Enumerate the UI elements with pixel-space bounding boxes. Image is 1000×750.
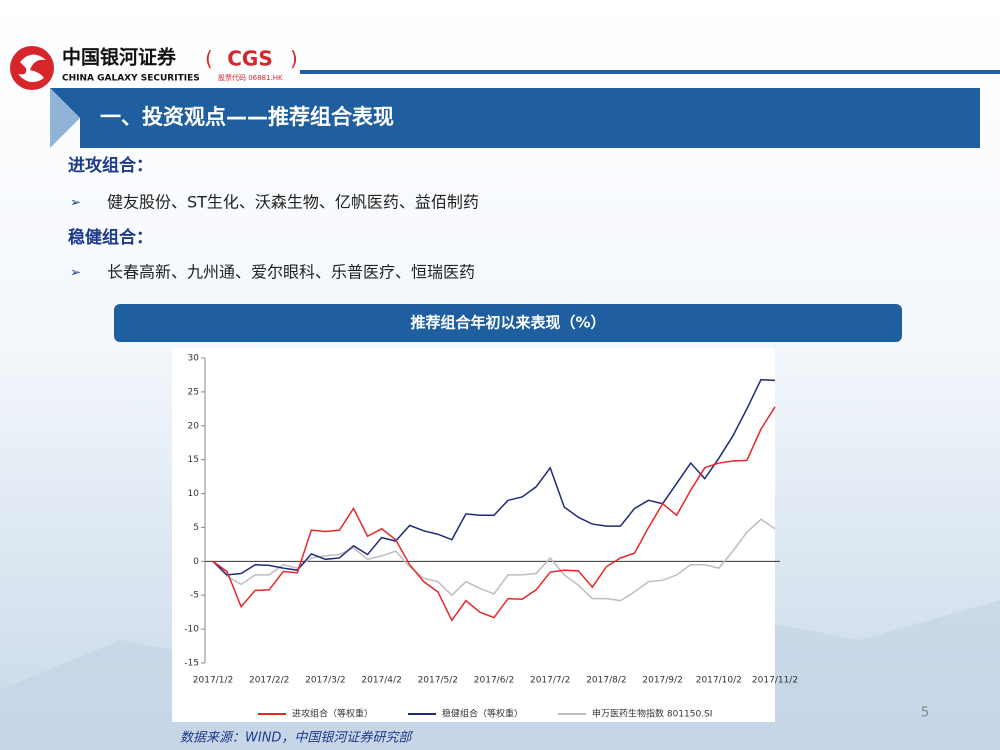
logo-name: 中国银河证券 [62, 46, 177, 69]
y-tick-label: 10 [188, 489, 200, 499]
y-tick-label: -10 [184, 625, 199, 635]
logo-stock: 股票代码 06881.HK [218, 73, 283, 82]
x-tick-label: 2017/4/2 [361, 676, 401, 686]
legend-label: 稳健组合（等权重） [442, 708, 523, 720]
logo-swoosh [18, 54, 46, 83]
source: 数据来源：WIND，中国银河证券研究部 [180, 730, 413, 746]
chart-title: 推荐组合年初以来表现（%） [410, 314, 605, 332]
logo-paren: ) [290, 47, 298, 71]
legend-label: 申万医药生物指数 801150.SI [592, 708, 712, 720]
x-tick-label: 2017/2/2 [249, 676, 289, 686]
x-tick-label: 2017/5/2 [418, 676, 458, 686]
y-tick-label: 0 [193, 557, 199, 567]
chart-area [172, 348, 775, 722]
section-heading: 进攻组合： [68, 155, 153, 176]
y-tick-label: 15 [188, 455, 199, 465]
logo-code: CGS [227, 47, 273, 71]
x-tick-label: 2017/7/2 [530, 676, 570, 686]
logo-mark [10, 46, 54, 90]
y-tick-label: 5 [193, 523, 199, 533]
x-tick-label: 2017/9/2 [642, 676, 682, 686]
y-tick-label: -15 [184, 659, 199, 669]
x-tick-label: 2017/6/2 [474, 676, 514, 686]
page-number: 5 [921, 706, 929, 721]
y-tick-label: -5 [190, 591, 199, 601]
x-tick-label: 2017/8/2 [586, 676, 626, 686]
top-rule [300, 70, 1000, 74]
legend-label: 进攻组合（等权重） [292, 708, 373, 720]
y-tick-label: 20 [188, 421, 200, 431]
chart-title-band [114, 304, 902, 342]
x-tick-label: 2017/10/2 [696, 676, 742, 686]
header-title: 一、投资观点——推荐组合表现 [100, 105, 394, 129]
header-band [50, 88, 980, 148]
bullet-text: 长春高新、九州通、爱尔眼科、乐普医疗、恒瑞医药 [107, 263, 475, 282]
section-heading: 稳健组合： [68, 227, 153, 248]
x-tick-label: 2017/3/2 [305, 676, 345, 686]
header-notch [50, 88, 80, 148]
x-tick-label: 2017/11/2 [752, 676, 798, 686]
logo-paren: ( [205, 47, 213, 71]
logo-english: CHINA GALAXY SECURITIES [62, 74, 200, 84]
series-line [212, 406, 776, 622]
y-tick-label: 30 [188, 354, 200, 364]
y-tick-label: 25 [188, 387, 199, 397]
series-line [212, 378, 776, 576]
x-tick-label: 2017/1/2 [193, 676, 233, 686]
bullet-text: 健友股份、ST生化、沃森生物、亿帆医药、益佰制药 [107, 193, 479, 212]
plot: -15 -10 -5 0 5 10 15 20 25 30 2017/1/2 2017/2/2 2017… [184, 354, 798, 720]
bullet: ➢ [70, 266, 81, 281]
series-line [212, 518, 776, 602]
bullet: ➢ [70, 196, 81, 211]
